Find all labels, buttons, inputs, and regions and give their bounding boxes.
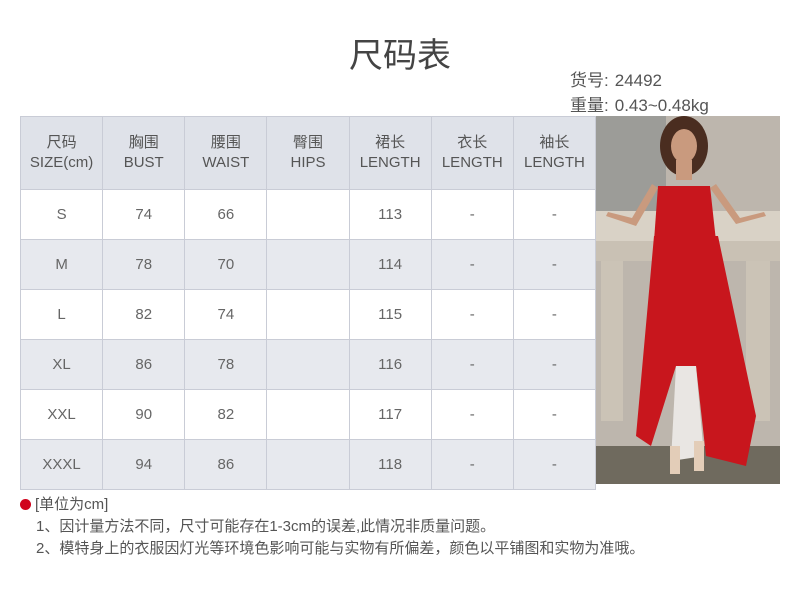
table-cell: - xyxy=(430,389,514,440)
table-cell: 70 xyxy=(184,239,268,290)
table-cell: - xyxy=(512,339,597,390)
column-header: 衣长 LENGTH xyxy=(430,116,514,190)
table-cell: 94 xyxy=(102,439,186,490)
table-cell: 90 xyxy=(102,389,186,440)
table-cell xyxy=(266,289,350,340)
table-cell: XL xyxy=(19,339,104,390)
table-cell: 74 xyxy=(184,289,268,340)
table-cell: 115 xyxy=(348,289,432,340)
table-cell: - xyxy=(430,339,514,390)
header-cn: 臀围 xyxy=(292,134,323,151)
header-cn: 胸围 xyxy=(128,134,159,151)
column-header: 臀围 HIPS xyxy=(266,116,350,190)
header-cn: 腰围 xyxy=(210,134,241,151)
note-line-1: 1、因计量方法不同，尺寸可能存在1-3cm的误差,此情况非质量问题。 xyxy=(36,518,496,535)
table-cell xyxy=(266,189,350,240)
table-row: XL 86 78 116- - xyxy=(19,339,597,390)
table-cell: 78 xyxy=(184,339,268,390)
table-cell: - xyxy=(512,189,597,240)
weight: 重量: 0.43~0.48kg xyxy=(570,91,709,116)
weight-value: 0.43~0.48kg xyxy=(614,96,709,115)
table-cell xyxy=(266,389,350,440)
table-cell: 82 xyxy=(184,389,268,440)
table-cell: M xyxy=(19,239,104,290)
table-cell xyxy=(266,239,350,290)
table-cell: 116 xyxy=(348,339,432,390)
header-en: SIZE(cm) xyxy=(29,154,94,171)
header-en: LENGTH xyxy=(441,154,503,171)
column-header: 尺码 SIZE(cm) xyxy=(19,116,104,190)
table-cell: 117 xyxy=(348,389,432,440)
notes: [单位为cm] 1、因计量方法不同，尺寸可能存在1-3cm的误差,此情况非质量问… xyxy=(20,494,644,560)
table-cell: 86 xyxy=(102,339,186,390)
table-cell: S xyxy=(19,189,104,240)
table-cell: XXL xyxy=(19,389,104,440)
item-number-label: 货号: xyxy=(570,71,609,90)
table-row: XXL 90 82 117- - xyxy=(19,389,597,440)
header-cn: 尺码 xyxy=(46,134,77,151)
column-header: 胸围 BUST xyxy=(102,116,186,190)
header-cn: 裙长 xyxy=(375,134,406,151)
table-cell: - xyxy=(512,439,597,490)
note-line-2: 2、模特身上的衣服因灯光等环境色影响可能与实物有所偏差，颜色以平铺图和实物为准哦… xyxy=(36,540,645,557)
column-header: 腰围 WAIST xyxy=(184,116,268,190)
header-en: LENGTH xyxy=(524,154,585,171)
header-en: LENGTH xyxy=(359,154,421,171)
table-cell: 74 xyxy=(102,189,186,240)
header-cn: 袖长 xyxy=(539,134,570,151)
table-cell xyxy=(266,339,350,390)
column-header: 裙长 LENGTH xyxy=(348,116,432,190)
model-photo xyxy=(596,116,780,484)
header-en: HIPS xyxy=(290,154,326,171)
table-cell: 118 xyxy=(348,439,432,490)
table-cell xyxy=(266,439,350,490)
table-cell: - xyxy=(512,239,597,290)
item-number: 货号: 24492 xyxy=(570,66,662,91)
table-cell: 86 xyxy=(184,439,268,490)
unit-note: [单位为cm] xyxy=(35,496,109,513)
table-cell: - xyxy=(512,289,597,340)
table-row: M 78 70 114- - xyxy=(19,239,597,290)
table-cell: - xyxy=(430,289,514,340)
weight-label: 重量: xyxy=(570,96,609,115)
header-en: WAIST xyxy=(202,154,250,171)
table-row: S 74 66 113- - xyxy=(19,189,597,240)
table-row: XXXL 94 86 118- - xyxy=(19,439,597,490)
table-cell: L xyxy=(19,289,104,340)
table-cell: XXXL xyxy=(19,439,104,490)
table-cell: - xyxy=(430,439,514,490)
table-row: L 82 74 115- - xyxy=(19,289,597,340)
column-header: 袖长 LENGTH xyxy=(512,116,597,190)
table-cell: - xyxy=(430,189,514,240)
bullet-dot-icon xyxy=(20,499,31,510)
table-cell: - xyxy=(430,239,514,290)
header-en: BUST xyxy=(123,154,164,171)
size-table: 尺码 SIZE(cm) 胸围 BUST 腰围 WAIST 臀围 HIPS 裙长 LENGTH 衣长 L… xyxy=(19,116,597,490)
page-title: 尺码表 xyxy=(349,37,451,75)
table-cell: - xyxy=(512,389,597,440)
table-cell: 66 xyxy=(184,189,268,240)
table-cell: 82 xyxy=(102,289,186,340)
table-cell: 114 xyxy=(348,239,432,290)
table-cell: 113 xyxy=(348,189,432,240)
table-cell: 78 xyxy=(102,239,186,290)
item-number-value: 24492 xyxy=(614,71,663,90)
header-cn: 衣长 xyxy=(457,134,488,151)
